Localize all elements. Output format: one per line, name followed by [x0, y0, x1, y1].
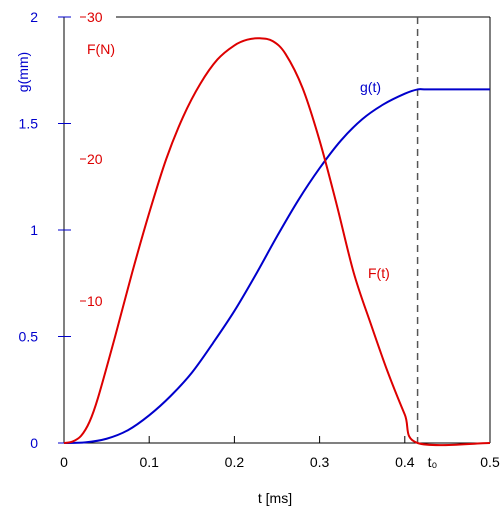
x-tick-label: 0.5	[480, 454, 500, 470]
y-left-tick-label: 1.5	[19, 116, 39, 132]
x-tick-label: 0.2	[225, 454, 245, 470]
y-left-axis-label: g(mm)	[15, 52, 31, 92]
series-label-g: g(t)	[360, 79, 381, 95]
x-tick-label: 0.3	[310, 454, 330, 470]
labels: 0 0.1 0.2 0.3 0.4 0.5 0 0.5 1 1.5 2 10 20 30 g(mm) F(N)…	[15, 9, 500, 506]
y-left-tick-label: 1	[30, 222, 38, 238]
t0-label: t₀	[428, 454, 438, 470]
series-line-displacement	[63, 88, 490, 444]
axes	[58, 16, 491, 444]
y-right-tick-label: 20	[87, 151, 103, 167]
series-label-f: F(t)	[368, 265, 390, 281]
x-axis-label: t [ms]	[258, 490, 292, 506]
y-left-tick-label: 2	[30, 9, 38, 25]
series-line-force	[63, 37, 491, 447]
y-left-tick-label: 0.5	[19, 329, 39, 345]
y-left-tick-label: 0	[30, 435, 38, 451]
series-layer	[63, 17, 491, 447]
x-tick-label: 0	[60, 454, 68, 470]
y-right-axis-label: F(N)	[87, 41, 115, 57]
x-tick-label: 0.4	[395, 454, 415, 470]
x-tick-label: 0.1	[139, 454, 159, 470]
y-right-tick-label: 30	[87, 9, 103, 25]
y-right-tick-label: 10	[87, 293, 103, 309]
